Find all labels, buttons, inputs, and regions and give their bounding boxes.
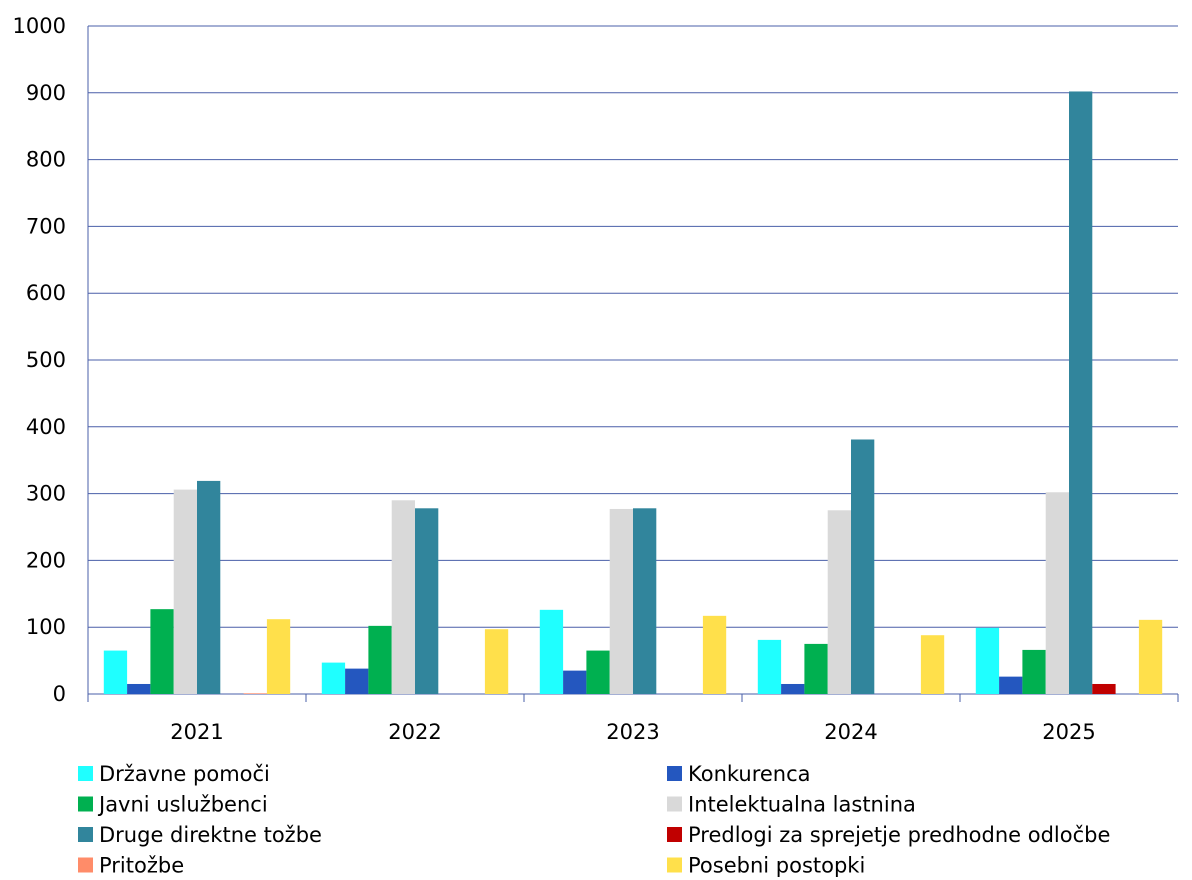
- legend-item: Posebni postopki: [667, 854, 865, 878]
- legend-swatch: [78, 857, 93, 873]
- bar: [368, 625, 392, 694]
- x-tick-label: 2025: [1042, 720, 1095, 744]
- bar: [321, 662, 346, 694]
- x-tick-label: 2021: [170, 720, 223, 744]
- axis-layer: 0 100 200 300 400 500 600 700 800 900 1000 2021 2022…: [13, 14, 1179, 744]
- legend-item: Pritožbe: [78, 854, 184, 878]
- bar: [586, 650, 610, 694]
- legend-swatch: [667, 857, 682, 873]
- y-tick-label: 100: [26, 615, 66, 639]
- bar: [539, 609, 564, 694]
- bar: [702, 615, 727, 694]
- legend-item: Državne pomoči: [78, 762, 270, 786]
- legend-label: Pritožbe: [99, 854, 184, 878]
- legend-label: Konkurenca: [688, 762, 811, 786]
- bar: [999, 676, 1023, 694]
- bar: [243, 693, 267, 694]
- bar: [633, 508, 657, 694]
- y-tick-label: 700: [26, 214, 66, 238]
- bar: [609, 508, 633, 694]
- legend-item: Konkurenca: [667, 762, 811, 786]
- y-tick-label: 800: [26, 148, 66, 172]
- legend-item: Predlogi za sprejetje predhodne odločbe: [667, 823, 1110, 847]
- x-tick-label: 2022: [388, 720, 441, 744]
- bar: [1069, 91, 1093, 695]
- legend-swatch: [78, 766, 93, 781]
- x-tick-label: 2023: [606, 720, 659, 744]
- bar: [920, 635, 945, 694]
- legend-swatch: [667, 796, 682, 812]
- bar: [1092, 683, 1116, 694]
- legend-label: Intelektualna lastnina: [688, 793, 916, 817]
- bar: [391, 500, 415, 694]
- legend-item: Druge direktne tožbe: [78, 823, 322, 847]
- bar: [975, 627, 1000, 694]
- bar: [197, 480, 221, 694]
- bar: [127, 683, 151, 694]
- legend-swatch: [78, 796, 93, 812]
- legend-label: Javni uslužbenci: [97, 793, 268, 817]
- legend-label: Predlogi za sprejetje predhodne odločbe: [688, 823, 1110, 847]
- legend-swatch: [667, 766, 682, 781]
- bar: [266, 619, 291, 694]
- y-tick-label: 600: [26, 281, 66, 305]
- x-tick-label: 2024: [824, 720, 877, 744]
- bar: [173, 489, 197, 694]
- bars-layer: [103, 91, 1163, 695]
- y-tick-label: 1000: [13, 14, 66, 38]
- y-tick-label: 900: [26, 81, 66, 105]
- bar: [851, 439, 875, 694]
- bar: [1138, 619, 1163, 694]
- legend-item: Intelektualna lastnina: [667, 793, 916, 817]
- y-tick-label: 0: [53, 682, 66, 706]
- bar: [757, 639, 782, 694]
- legend-label: Državne pomoči: [99, 762, 270, 786]
- bar: [827, 510, 851, 694]
- bar: [1022, 649, 1046, 694]
- legend: Državne pomoči Konkurenca Javni uslužbenci…: [78, 762, 1110, 878]
- bar: [563, 670, 587, 694]
- y-tick-label: 200: [26, 548, 66, 572]
- y-tick-label: 300: [26, 482, 66, 506]
- legend-swatch: [667, 827, 682, 842]
- bar: [781, 683, 805, 694]
- bar: [804, 643, 828, 694]
- bar: [1045, 492, 1069, 694]
- bar: [150, 609, 174, 694]
- bar: [345, 668, 369, 694]
- bar: [415, 508, 439, 694]
- legend-item: Javni uslužbenci: [78, 793, 268, 817]
- grid-layer: [88, 25, 1178, 628]
- legend-swatch: [78, 827, 93, 842]
- y-tick-label: 400: [26, 415, 66, 439]
- y-tick-label: 500: [26, 348, 66, 372]
- legend-label: Druge direktne tožbe: [99, 823, 322, 847]
- bar: [103, 650, 128, 694]
- legend-label: Posebni postopki: [688, 854, 865, 878]
- bar: [484, 629, 509, 694]
